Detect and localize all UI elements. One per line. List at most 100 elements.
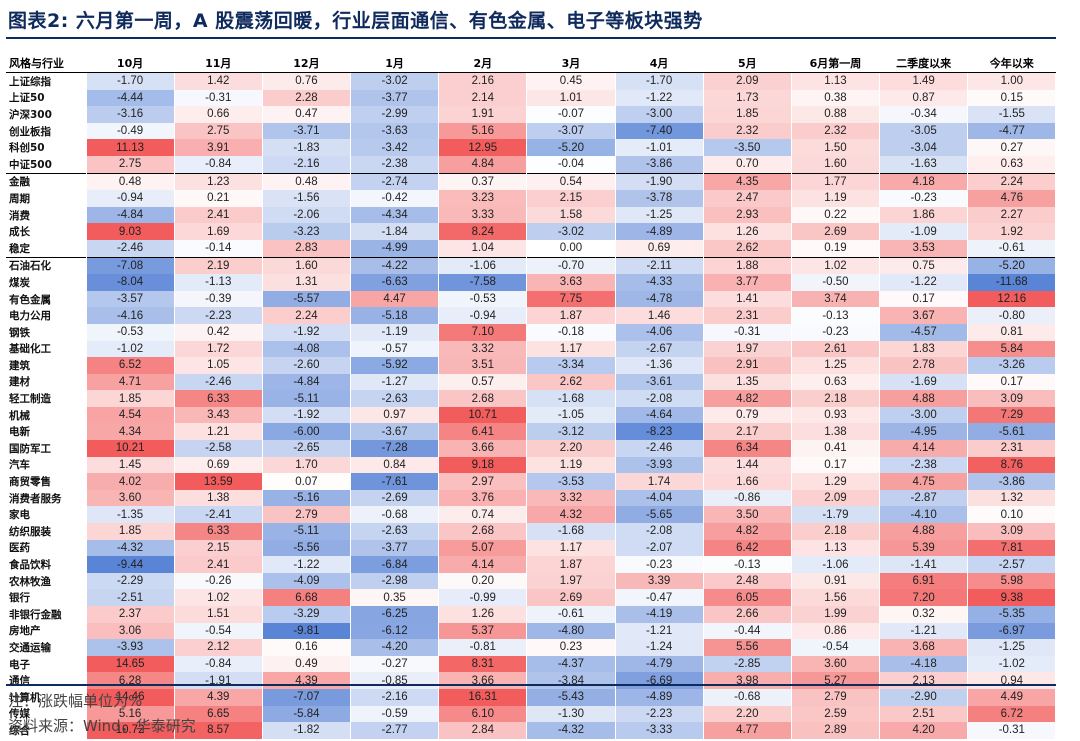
heatmap-cell: -1.70 <box>615 72 704 90</box>
heatmap-cell: 2.17 <box>703 423 792 441</box>
heatmap-cell: 3.66 <box>438 440 528 457</box>
heatmap-cell: 1.01 <box>526 89 616 107</box>
heatmap-cell: 6.05 <box>703 589 792 606</box>
heatmap-cell: 1.73 <box>703 89 792 107</box>
table-row: 国防军工 10.21 -2.58 -2.65 -7.28 3.66 2.20 -2.46 6.3… <box>6 440 1057 457</box>
table-row: 机械 4.54 3.43 -1.92 0.97 10.71 -1.05 -4.64 0.79 0.… <box>6 406 1057 424</box>
heatmap-cell: 1.02 <box>791 256 881 275</box>
heatmap-cell: 1.97 <box>703 340 792 358</box>
row-label: 机械 <box>6 406 87 424</box>
heatmap-cell: 3.50 <box>703 506 792 524</box>
row-label: 消费 <box>6 206 87 224</box>
heatmap-cell: -3.29 <box>262 606 352 623</box>
heatmap-cell: 1.04 <box>438 239 528 258</box>
heatmap-cell: -4.64 <box>615 406 704 424</box>
heatmap-cell: 1.56 <box>791 589 881 606</box>
heatmap-cell: 1.45 <box>86 456 175 474</box>
table-row: 电力公用 -4.16 -2.23 2.24 -5.18 -0.94 1.87 1.46 2.31… <box>6 307 1057 324</box>
heatmap-cell: 1.23 <box>174 172 263 191</box>
heatmap-cell: 0.93 <box>791 406 881 424</box>
heatmap-cell: 3.68 <box>879 639 969 656</box>
heatmap-cell: 4.82 <box>703 523 792 540</box>
heatmap-cell: 2.37 <box>86 606 175 623</box>
heatmap-cell: 2.75 <box>174 122 263 140</box>
heatmap-cell: -3.02 <box>350 72 440 90</box>
heatmap-cell: 0.17 <box>967 373 1057 391</box>
heatmap-cell: -6.69 <box>615 672 704 689</box>
row-label: 电子 <box>6 655 87 673</box>
heatmap-cell: 4.14 <box>879 440 969 457</box>
heatmap-cell: 0.48 <box>262 172 352 191</box>
heatmap-cell: 16.31 <box>438 688 528 706</box>
heatmap-cell: 6.33 <box>174 523 263 540</box>
heatmap-cell: 2.66 <box>703 606 792 623</box>
heatmap-cell: -1.68 <box>526 390 616 407</box>
heatmap-cell: 1.70 <box>262 456 352 474</box>
heatmap-cell: 7.81 <box>967 539 1057 557</box>
heatmap-cell: 10.71 <box>438 406 528 424</box>
heatmap-cell: -0.23 <box>615 556 704 573</box>
heatmap-cell: -2.07 <box>615 539 704 557</box>
heatmap-cell: -4.19 <box>615 606 704 623</box>
heatmap-cell: -4.08 <box>262 340 352 358</box>
heatmap-cell: -1.22 <box>262 556 352 573</box>
heatmap-cell: -1.36 <box>615 357 704 374</box>
heatmap-cell: 2.62 <box>703 239 792 258</box>
table-row: 金融 0.48 1.23 0.48 -2.74 0.37 0.54 -1.90 4.35 1.77… <box>6 172 1057 191</box>
heatmap-cell: -3.77 <box>350 89 440 107</box>
heatmap-cell: -0.23 <box>791 323 881 341</box>
heatmap-cell: 1.91 <box>438 106 528 123</box>
heatmap-cell: -2.46 <box>174 373 263 391</box>
heatmap-cell: -0.53 <box>86 323 175 341</box>
heatmap-cell: 2.18 <box>791 390 881 407</box>
heatmap-cell: 3.32 <box>526 489 616 507</box>
heatmap-cell: -3.86 <box>615 155 704 174</box>
heatmap-cell: 10.72 <box>86 722 175 739</box>
heatmap-cell: -3.84 <box>526 672 616 689</box>
table-row: 稳定 -2.46 -0.14 2.83 -4.99 1.04 0.00 0.69 2.62 0.1… <box>6 239 1057 258</box>
heatmap-cell: 1.50 <box>791 139 881 156</box>
table-row: 食品饮料 -9.44 2.41 -1.22 -6.84 4.14 1.87 -0.23 -0.1… <box>6 556 1057 573</box>
heatmap-cell: 1.92 <box>967 223 1057 240</box>
heatmap-cell: -9.81 <box>262 622 352 640</box>
heatmap-cell: 4.20 <box>879 722 969 739</box>
heatmap-cell: -0.80 <box>967 307 1057 324</box>
heatmap-cell: 1.13 <box>791 72 881 90</box>
heatmap-cell: -4.95 <box>879 423 969 441</box>
heatmap-cell: 0.54 <box>526 172 616 191</box>
row-label: 沪深300 <box>6 106 87 123</box>
heatmap-cell: -1.84 <box>350 223 440 240</box>
heatmap-cell: 2.18 <box>791 523 881 540</box>
heatmap-cell: -2.63 <box>350 390 440 407</box>
row-label: 科创50 <box>6 139 87 156</box>
heatmap-cell: -1.06 <box>438 256 528 275</box>
heatmap-cell: -2.60 <box>262 357 352 374</box>
heatmap-cell: 2.19 <box>174 256 263 275</box>
heatmap-cell: 3.32 <box>438 340 528 358</box>
heatmap-cell: -4.77 <box>967 122 1057 140</box>
heatmap-cell: 1.72 <box>174 340 263 358</box>
heatmap-cell: -3.78 <box>615 190 704 207</box>
heatmap-cell: -7.58 <box>438 274 528 291</box>
heatmap-cell: -3.02 <box>526 223 616 240</box>
table-row: 交通运输 -3.93 2.12 0.16 -4.20 -0.81 0.23 -1.24 5.56… <box>6 639 1057 656</box>
heatmap-cell: -6.12 <box>350 622 440 640</box>
heatmap-cell: 7.75 <box>526 290 616 308</box>
heatmap-cell: -1.13 <box>174 274 263 291</box>
heatmap-cell: -2.63 <box>350 523 440 540</box>
heatmap-cell: 3.43 <box>174 406 263 424</box>
heatmap-cell: 0.15 <box>967 89 1057 107</box>
heatmap-cell: 1.17 <box>526 539 616 557</box>
heatmap-cell: 2.28 <box>262 89 352 107</box>
heatmap-cell: 3.53 <box>879 239 969 258</box>
heatmap-cell: -5.56 <box>262 539 352 557</box>
heatmap-cell: 3.67 <box>879 307 969 324</box>
heatmap-cell: 3.39 <box>615 572 704 590</box>
heatmap-cell: 1.44 <box>703 456 792 474</box>
heatmap-cell: 1.19 <box>526 456 616 474</box>
heatmap-cell: 2.32 <box>703 122 792 140</box>
heatmap-cell: -6.97 <box>967 622 1057 640</box>
heatmap-cell: -3.93 <box>615 456 704 474</box>
heatmap-cell: -1.24 <box>615 639 704 656</box>
heatmap-cell: 3.77 <box>703 274 792 291</box>
